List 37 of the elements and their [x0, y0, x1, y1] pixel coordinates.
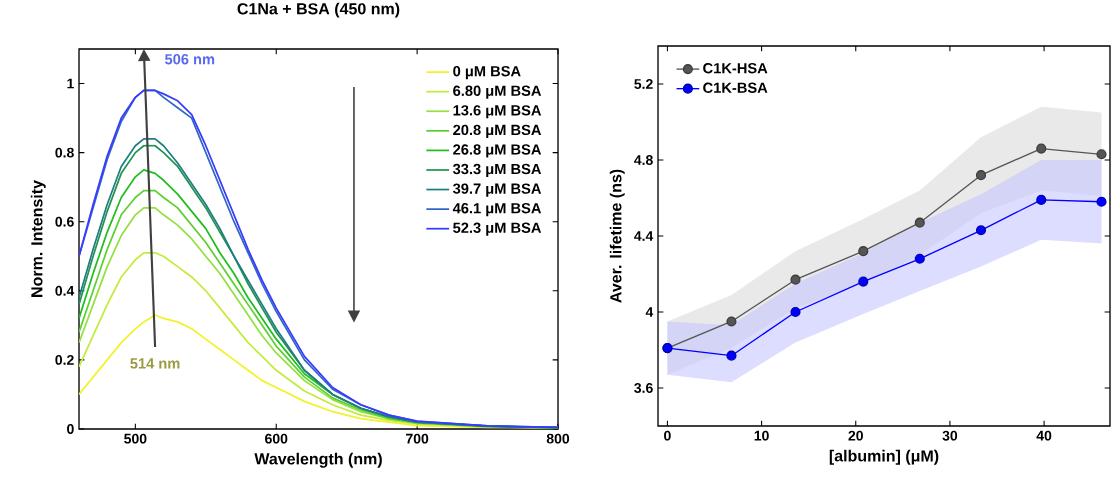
chart-title: C1Na + BSA (450 nm): [237, 2, 400, 18]
legend-label: 52.3 μM BSA: [453, 222, 542, 236]
x-tick-label: 30: [942, 430, 958, 441]
x-tick-label: 800: [546, 433, 570, 444]
legend-label: C1K-BSA: [703, 82, 768, 93]
y-tick-label: 0.8: [55, 147, 74, 158]
x-tick-label: 500: [124, 433, 147, 444]
x-tick-label: 0: [664, 430, 671, 441]
x-axis-title: [albumin] (μM): [829, 449, 939, 465]
legend-label: 46.1 μM BSA: [452, 203, 542, 217]
y-tick-label: 3.6: [634, 383, 653, 393]
legend-label: C1K-HSA: [703, 63, 768, 74]
annotation: 514 nm: [130, 358, 180, 369]
y-axis-title: Aver. lifetime (ns): [609, 169, 625, 303]
y-tick-label: 4: [645, 307, 654, 317]
legend-label: 39.7 μM BSA: [452, 183, 542, 197]
legend-label: 13.6 μM BSA: [453, 105, 542, 119]
y-axis-title: Norm. Intensity: [30, 180, 46, 297]
legend-label: 20.8 μM BSA: [453, 124, 542, 138]
y-tick-label: 4.8: [634, 155, 653, 165]
y-tick-label: 4.4: [634, 231, 654, 241]
y-tick-label: 0.6: [55, 216, 74, 227]
legend-label: 33.3 μM BSA: [452, 163, 542, 178]
legend-label: 26.8 μM BSA: [453, 144, 542, 158]
annotation: 506 nm: [164, 54, 215, 65]
x-axis-title: Wavelength (nm): [254, 452, 382, 468]
legend-label: 0 μM BSA: [453, 66, 521, 80]
x-tick-label: 600: [265, 433, 288, 444]
y-tick-label: 1: [67, 78, 74, 89]
x-tick-label: 40: [1036, 430, 1052, 441]
x-tick-label: 700: [406, 433, 429, 444]
y-tick-label: 5.2: [634, 79, 653, 89]
x-tick-label: 10: [754, 430, 769, 441]
y-tick-label: 0.4: [55, 285, 75, 296]
legend-label: 6.80 μM BSA: [453, 85, 542, 99]
y-tick-label: 0.2: [55, 354, 74, 365]
x-tick-label: 20: [848, 430, 863, 441]
